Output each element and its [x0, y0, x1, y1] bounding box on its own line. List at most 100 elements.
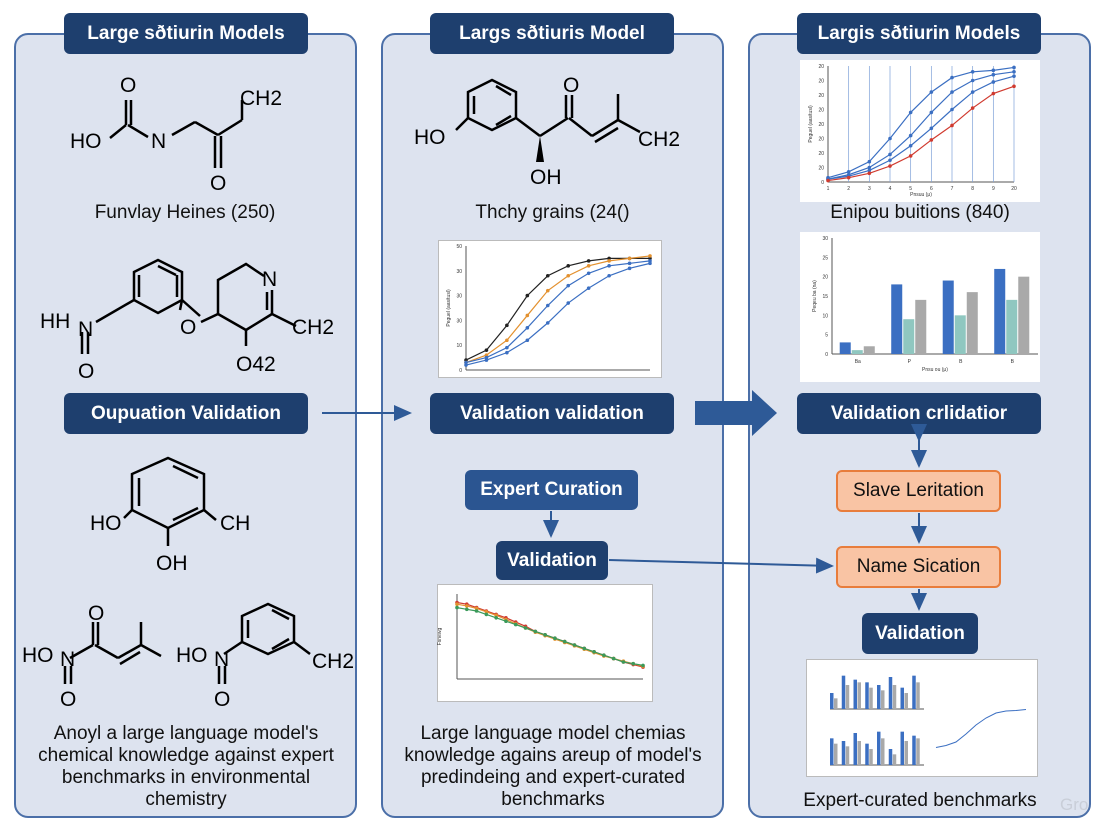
- data-point: [525, 326, 530, 330]
- data-point: [929, 110, 934, 115]
- bar: [903, 319, 915, 354]
- series-line-1: [827, 71, 1015, 180]
- bar: [845, 685, 850, 709]
- data-point: [908, 133, 913, 138]
- data-point: [1012, 74, 1016, 78]
- x-tick-label: P: [908, 359, 912, 365]
- panel-right-bottom-caption: Expert-curated benchmarks: [803, 790, 1037, 811]
- data-point: [513, 622, 518, 627]
- big-arrow-middle-to-right: [695, 390, 777, 436]
- x-tick-label: 2: [847, 186, 850, 192]
- panel-middle-caption-1: Thchy grains (24(): [475, 202, 630, 223]
- data-point: [562, 639, 567, 644]
- y-tick-label: 30: [456, 269, 462, 275]
- y-axis-label: Peqeu ba (na): [812, 280, 818, 312]
- y-axis-label: Peguel (aasitusl): [446, 289, 452, 327]
- y-tick-label: 30: [456, 318, 462, 324]
- panel-left-validation: Oupuation Validation: [64, 393, 308, 434]
- data-point: [1012, 84, 1016, 89]
- mol5-label-n: N: [214, 648, 229, 671]
- expert-curation-box: Expert Curation: [465, 470, 638, 510]
- data-point: [1012, 70, 1016, 74]
- data-point: [867, 171, 872, 176]
- x-tick-label: 3: [868, 186, 871, 192]
- data-point: [566, 283, 571, 288]
- data-point: [545, 288, 550, 293]
- series-line-0: [827, 66, 1015, 179]
- bar: [888, 677, 893, 709]
- data-point: [950, 90, 954, 94]
- y-tick-label: 10: [822, 313, 828, 319]
- bar: [912, 675, 916, 709]
- series-line-0: [465, 257, 650, 361]
- mol6-label-o: O: [563, 74, 579, 97]
- mol1-label-ch2: CH2: [240, 87, 282, 110]
- data-point: [929, 138, 934, 142]
- y-tick-label: 20: [818, 93, 824, 99]
- data-point: [648, 261, 652, 266]
- data-point: [970, 90, 975, 94]
- data-point: [908, 143, 913, 148]
- chart-middle-decline: Fsnewg: [437, 584, 653, 702]
- bar: [888, 749, 893, 765]
- bar: [865, 682, 869, 709]
- data-point: [484, 355, 489, 360]
- data-point: [566, 264, 571, 268]
- data-point: [631, 661, 636, 666]
- data-point: [950, 75, 954, 80]
- data-point: [648, 256, 652, 261]
- data-point: [607, 264, 611, 268]
- y-axis-label: Peguel (aasitusl): [808, 105, 814, 143]
- mol2-label-n2: N: [262, 268, 277, 291]
- bar: [857, 741, 861, 765]
- data-point: [455, 602, 459, 606]
- data-point: [474, 609, 479, 613]
- bar: [904, 693, 908, 709]
- data-point: [592, 650, 596, 654]
- data-point: [525, 293, 530, 298]
- mol2-label-o2: O: [180, 316, 196, 339]
- molecule-nitro-benzene: HO N O CH2: [176, 602, 354, 711]
- data-point: [484, 358, 489, 362]
- data-point: [846, 175, 851, 180]
- combo-line: [935, 709, 1027, 748]
- watermark: Gro: [1060, 795, 1089, 814]
- data-point: [888, 136, 892, 141]
- chart-right-bar: 0 5 10 15 20 25 30 Ba P B B Pnsu ou (μ) Peqeu ba (na…: [800, 232, 1040, 382]
- bar: [892, 685, 897, 709]
- data-point: [455, 605, 459, 610]
- bar: [869, 749, 873, 765]
- y-tick-label: 20: [818, 166, 824, 172]
- panel-left-header: Large sðtiurin Models: [64, 13, 308, 54]
- x-tick-label: B: [1011, 359, 1015, 365]
- bar: [900, 731, 904, 765]
- data-point: [607, 256, 611, 261]
- bar: [954, 315, 966, 354]
- data-point: [504, 619, 508, 623]
- data-point: [586, 264, 591, 268]
- bar: [904, 741, 908, 765]
- data-point: [970, 106, 975, 110]
- molecule-nitro-alkene: HO N O O: [22, 602, 162, 711]
- data-point: [505, 323, 509, 328]
- mol4-label-o2: O: [60, 688, 76, 711]
- data-point: [474, 606, 479, 611]
- bar: [881, 690, 885, 709]
- arrow-validation-to-name: [608, 557, 834, 574]
- bar: [942, 280, 954, 354]
- data-point: [545, 303, 550, 308]
- x-tick-label: 9: [992, 186, 995, 192]
- series-line-3: [827, 85, 1015, 182]
- data-point: [607, 259, 611, 263]
- data-point: [970, 78, 975, 83]
- bar: [869, 687, 873, 709]
- x-tick-label: 4: [889, 186, 892, 192]
- series-line-1: [465, 255, 651, 364]
- mol1-label-o1: O: [120, 74, 136, 97]
- bar: [900, 687, 904, 709]
- y-tick-label: 0: [459, 368, 462, 374]
- data-point: [586, 286, 591, 290]
- mol6-label-ho: HO: [414, 126, 446, 149]
- chart-right-combo: [806, 659, 1038, 777]
- data-point: [545, 273, 550, 278]
